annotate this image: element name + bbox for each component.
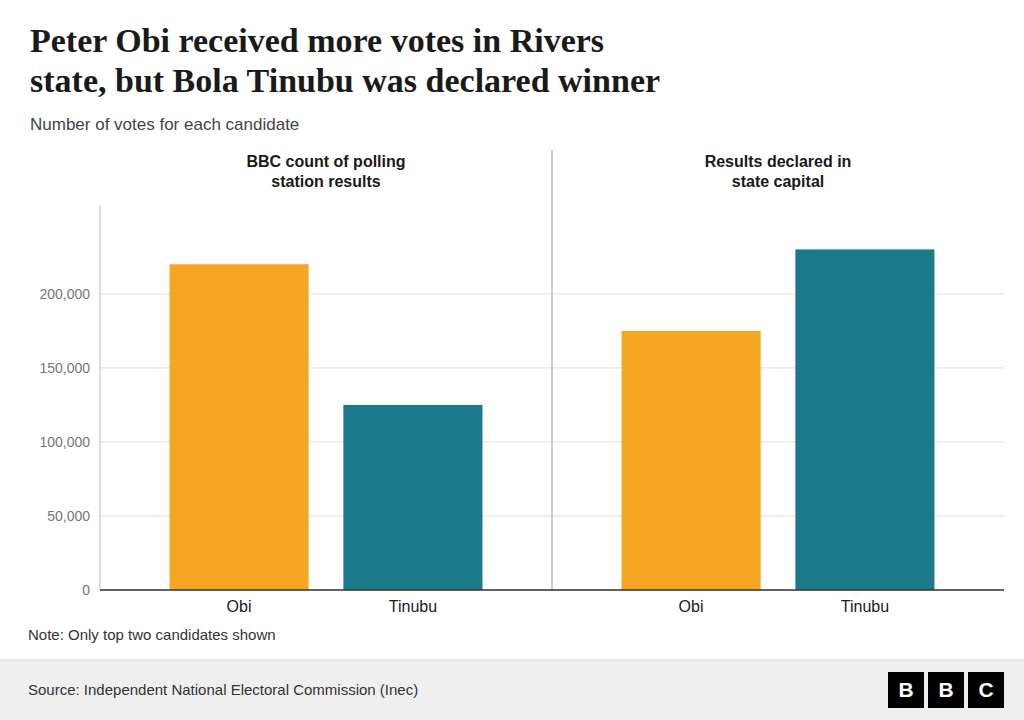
x-tick-label: Tinubu — [389, 598, 437, 615]
text-line: station results — [271, 173, 380, 190]
logo-box — [928, 672, 964, 708]
bars — [170, 249, 935, 590]
note: Note: Only top two candidates shown — [28, 626, 276, 643]
footer-strip — [0, 661, 1024, 720]
text-line: state capital — [732, 173, 824, 190]
bar — [622, 331, 761, 590]
x-tick-label: Obi — [227, 598, 252, 615]
bar — [343, 405, 482, 590]
y-axis-line — [100, 205, 101, 590]
text-line: Peter Obi received more votes in Rivers — [30, 22, 604, 59]
y-tick-label: 0 — [82, 582, 90, 598]
y-tick-label: 200,000 — [39, 286, 90, 302]
source: Source: Independent National Electoral C… — [28, 681, 418, 698]
logo-box — [968, 672, 1004, 708]
x-axis-line — [100, 589, 1004, 591]
bar — [795, 249, 934, 590]
text-line: BBC count of polling — [246, 153, 405, 170]
logo-box — [888, 672, 924, 708]
logo-letter: B — [938, 678, 953, 701]
footer-separator — [0, 660, 1024, 661]
y-tick-label: 100,000 — [39, 434, 90, 450]
logo-letter: C — [978, 678, 993, 701]
text-line: Results declared in — [705, 153, 852, 170]
logo-text: BBC — [898, 678, 993, 701]
group-label: BBC count of polling station results — [246, 153, 405, 190]
chart-canvas: Peter Obi received more votes in Riverss… — [0, 0, 1024, 720]
x-tick-label: Tinubu — [841, 598, 889, 615]
title: Peter Obi received more votes in Riverss… — [30, 22, 660, 99]
y-tick-label: 150,000 — [39, 360, 90, 376]
bar — [170, 264, 309, 590]
group-label: Results declared in state capital — [705, 153, 852, 190]
text-line: state, but Bola Tinubu was declared winn… — [30, 62, 660, 99]
logo: BBC — [888, 672, 1004, 708]
logo-letter: B — [898, 678, 913, 701]
group-divider — [551, 150, 552, 590]
subtitle: Number of votes for each candidate — [30, 115, 299, 134]
y-tick-label: 50,000 — [47, 508, 90, 524]
x-tick-label: Obi — [679, 598, 704, 615]
grid-line — [100, 590, 1004, 591]
background — [0, 0, 1024, 720]
